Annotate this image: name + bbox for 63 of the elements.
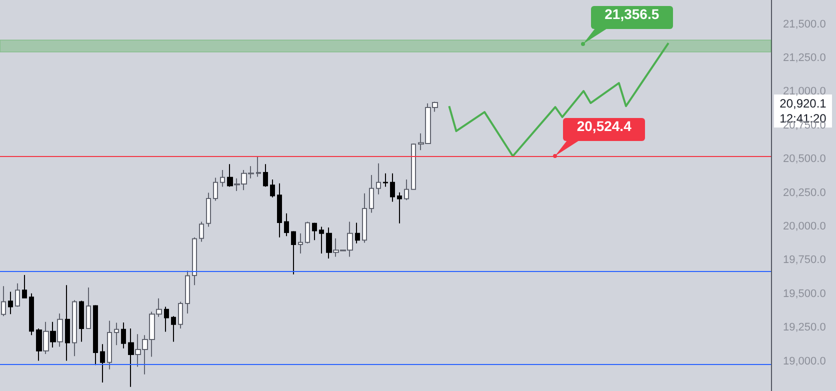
candlestick: [383, 172, 388, 188]
candlestick: [326, 226, 332, 259]
candlestick: [185, 270, 190, 314]
candlestick: [227, 164, 233, 188]
candlestick: [93, 304, 98, 366]
candlestick: [319, 226, 324, 254]
y-tick-label: 20,000.0: [783, 220, 826, 233]
candlestick: [199, 221, 204, 242]
candlestick: [404, 178, 409, 201]
candlestick: [15, 282, 20, 308]
candlestick: [298, 232, 303, 254]
candlestick: [1, 286, 6, 317]
y-tick-label: 20,500.0: [783, 153, 826, 166]
candlestick: [284, 212, 289, 237]
candlestick: [8, 291, 13, 315]
candlestick: [72, 300, 77, 357]
candlestick: [171, 316, 176, 342]
annotation: 21,356.5: [590, 6, 673, 29]
candlestick: [220, 170, 225, 188]
candlestick: [86, 286, 91, 329]
candlestick: [312, 222, 317, 241]
y-tick-label: 19,500.0: [783, 288, 826, 300]
candlestick: [376, 162, 381, 195]
y-tick-label: 21,250.0: [783, 52, 826, 64]
y-tick-label: 19,000.0: [783, 355, 826, 368]
candlestick: [57, 312, 63, 348]
candlestick: [79, 300, 84, 342]
candlestick: [369, 174, 374, 214]
candlestick: [390, 172, 395, 202]
candlestick: [22, 274, 27, 299]
candlestick: [256, 156, 261, 178]
y-tick-label: 20,250.0: [783, 186, 826, 199]
candlestick: [43, 321, 49, 355]
candlestick: [164, 306, 169, 332]
candlestick: [206, 192, 211, 228]
y-tick-label: 19,250.0: [783, 322, 826, 334]
candlestick: [355, 222, 360, 244]
y-tick-label: 21,000.0: [783, 86, 826, 98]
candlestick: [305, 221, 310, 244]
candlestick: [114, 322, 119, 346]
line-series: [448, 42, 670, 158]
text: 20,920.1: [780, 96, 827, 110]
candlestick: [128, 328, 134, 388]
candlestick: [291, 230, 296, 275]
candlestick: [121, 322, 126, 349]
candlestick: [362, 192, 367, 244]
candlestick: [397, 192, 402, 224]
candlestick: [270, 178, 275, 198]
y-tick-label: 19,750.0: [783, 254, 826, 266]
candlestick: [178, 301, 183, 329]
annotation: 20,524.4: [563, 118, 646, 141]
candlestick: [36, 328, 42, 362]
candlestick: [263, 164, 268, 188]
candlestick: [50, 321, 56, 348]
candlestick: [277, 182, 282, 238]
candlestick: [65, 284, 70, 362]
y-tick-label: 21,500.0: [783, 18, 826, 30]
candlestick: [411, 142, 416, 190]
candlestick: [107, 320, 112, 370]
candlestick: [29, 292, 34, 336]
candlestick: [213, 177, 218, 202]
candlestick: [192, 236, 197, 286]
candlestick: [100, 344, 105, 384]
